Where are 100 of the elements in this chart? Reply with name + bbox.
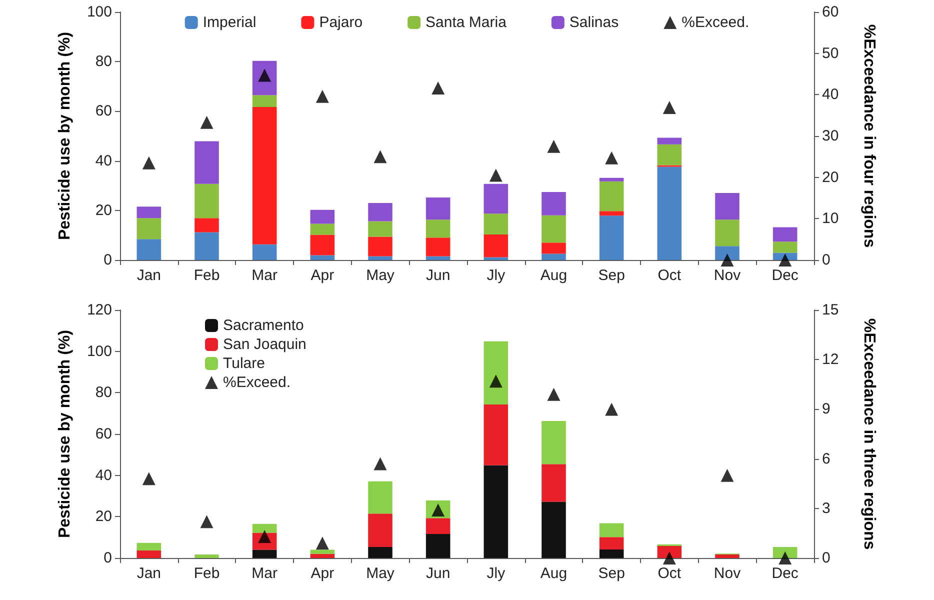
y2-tick-label: 20 — [822, 168, 839, 186]
x-tick-label: Nov — [714, 565, 742, 582]
bar — [194, 554, 219, 558]
bar — [542, 215, 566, 243]
point — [662, 552, 676, 564]
bar — [310, 210, 335, 224]
x-tick-label: Nov — [714, 267, 742, 284]
point — [142, 472, 156, 486]
point — [605, 402, 618, 416]
bar — [715, 554, 740, 558]
y-tick-label: 20 — [95, 508, 112, 526]
point — [778, 552, 792, 564]
x-tick-label: Jan — [136, 267, 162, 284]
y-tick-label: 100 — [86, 4, 112, 20]
y2-tick-label: 3 — [822, 500, 830, 517]
x-tick-label: Jun — [426, 565, 450, 582]
x-tick-label: May — [366, 267, 395, 284]
point — [432, 82, 445, 95]
x-tick-label: Jly — [486, 565, 506, 582]
y2-axis-title: %Exceedance in four regions — [860, 24, 878, 248]
point — [547, 388, 560, 401]
bar — [599, 178, 624, 182]
bar — [484, 341, 508, 404]
legend-label: San Joaquin — [223, 336, 306, 353]
legend-label: %Exceed. — [682, 14, 750, 31]
bar — [252, 244, 277, 260]
y2-tick-label: 9 — [822, 400, 830, 418]
x-tick-label: Mar — [252, 267, 278, 284]
bar — [484, 214, 508, 234]
point — [605, 151, 618, 164]
x-tick-label: Jan — [136, 565, 162, 582]
y-tick-label: 80 — [95, 384, 112, 402]
bar — [715, 220, 740, 246]
x-tick-label: Feb — [194, 565, 220, 582]
bar — [426, 220, 450, 238]
bar — [368, 221, 392, 237]
bar — [484, 234, 508, 258]
x-tick-label: Oct — [658, 565, 682, 582]
y-tick-label: 40 — [95, 152, 112, 170]
bar — [657, 144, 682, 166]
bar — [252, 524, 277, 533]
bar — [542, 502, 566, 558]
point — [547, 140, 560, 153]
bar — [426, 198, 450, 220]
bar — [194, 218, 219, 232]
x-tick-label: Jly — [486, 267, 506, 284]
x-tick-label: Jun — [426, 267, 450, 284]
bar — [310, 554, 335, 558]
bar — [368, 481, 392, 514]
legend-label: %Exceed. — [223, 374, 291, 391]
bar — [599, 537, 624, 550]
bar — [368, 202, 392, 222]
bar — [772, 242, 798, 253]
bar — [426, 256, 450, 260]
y-tick-label: 120 — [86, 302, 112, 318]
bar — [484, 465, 508, 558]
bar — [542, 254, 566, 260]
bar — [599, 550, 624, 558]
bar — [599, 523, 624, 538]
point — [316, 90, 329, 103]
bar — [542, 420, 566, 464]
point — [374, 150, 387, 164]
bar — [772, 547, 798, 558]
bar — [368, 547, 392, 558]
y2-tick-label: 0 — [822, 550, 830, 566]
x-tick-label: May — [366, 565, 395, 582]
bar — [252, 60, 277, 96]
bar — [368, 514, 392, 548]
point — [142, 156, 156, 170]
point — [200, 116, 214, 129]
y-tick-label: 40 — [95, 466, 112, 484]
y-axis-title: Pesticide use by month (%) — [56, 330, 74, 538]
x-tick-label: Oct — [658, 267, 682, 284]
bar — [772, 227, 798, 242]
y2-tick-label: 12 — [822, 351, 839, 368]
point — [316, 536, 329, 550]
bar — [194, 184, 219, 218]
bar — [310, 224, 335, 235]
legend-label: Sacramento — [223, 317, 304, 334]
x-tick-label: Apr — [310, 565, 334, 582]
bar — [484, 404, 508, 466]
y2-tick-label: 30 — [822, 128, 839, 144]
point — [778, 254, 792, 266]
x-tick-label: Sep — [598, 267, 625, 284]
bar — [252, 550, 277, 558]
y2-tick-label: 6 — [822, 450, 830, 468]
y2-tick-label: 50 — [822, 44, 839, 62]
x-tick-label: Aug — [540, 565, 568, 582]
legend-label: Imperial — [202, 14, 256, 31]
y2-tick-label: 0 — [822, 252, 830, 268]
point — [489, 374, 502, 388]
bar — [310, 234, 335, 256]
legend-label: Santa Maria — [426, 14, 508, 31]
x-tick-label: Mar — [252, 565, 278, 582]
point — [720, 254, 734, 266]
y2-axis-title: %Exceedance in three regions — [860, 318, 878, 550]
y-tick-label: 60 — [95, 102, 112, 120]
x-tick-label: Apr — [310, 267, 334, 284]
point — [662, 100, 676, 114]
bar — [136, 550, 162, 558]
